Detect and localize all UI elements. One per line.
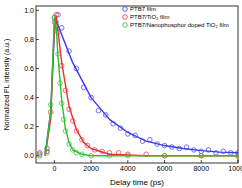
x-axis-title: Delay time (ps)	[110, 178, 164, 187]
legend-marker	[123, 15, 128, 20]
x-tick	[201, 160, 202, 163]
y-tick-label: 0.4	[24, 94, 34, 101]
legend-label: PTB7 film	[130, 6, 156, 12]
x-tick	[54, 160, 55, 163]
y-tick	[36, 68, 39, 69]
x-tick	[164, 160, 165, 163]
y-tick-label: 0.2	[24, 123, 34, 130]
legend-marker	[123, 7, 128, 12]
y-tick	[36, 39, 39, 40]
fit-line	[45, 21, 238, 155]
chart: 0 2000 4000 6000 8000 10000 0.0 0.2 0.4 0.6 0.8 1.0…	[0, 0, 242, 188]
x-tick-label: 2000	[83, 165, 99, 172]
y-tick	[36, 97, 39, 98]
y-axis-title: Normalized PL intensity (a.u.)	[3, 39, 11, 131]
x-tick	[238, 160, 239, 163]
y-tick-label: 0.8	[24, 36, 34, 43]
x-tick-label: 0	[52, 165, 56, 172]
y-tick	[36, 10, 39, 11]
legend-label: PTB7/Nanophosphor doped TiO₂ film	[130, 22, 229, 28]
legend-label: PTB7/TiO₂ film	[130, 14, 169, 20]
legend: PTB7 film PTB7/TiO₂ film PTB7/Nanophosphor…	[123, 6, 229, 28]
y-tick-label: 0.0	[24, 152, 34, 159]
data-point	[37, 153, 42, 158]
legend-marker	[123, 23, 128, 28]
y-tick-label: 1.0	[24, 7, 34, 14]
x-tick-label: 4000	[120, 165, 136, 172]
x-tick-label: 10000	[228, 165, 242, 172]
x-tick	[91, 160, 92, 163]
x-tick	[127, 160, 128, 163]
x-tick-label: 6000	[157, 165, 173, 172]
fit-line	[45, 18, 238, 156]
plot-area	[37, 12, 238, 158]
plot-frame	[36, 6, 238, 163]
y-tick	[36, 126, 39, 127]
x-tick-label: 8000	[193, 165, 209, 172]
y-tick-label: 0.6	[24, 65, 34, 72]
fit-line	[45, 16, 238, 156]
